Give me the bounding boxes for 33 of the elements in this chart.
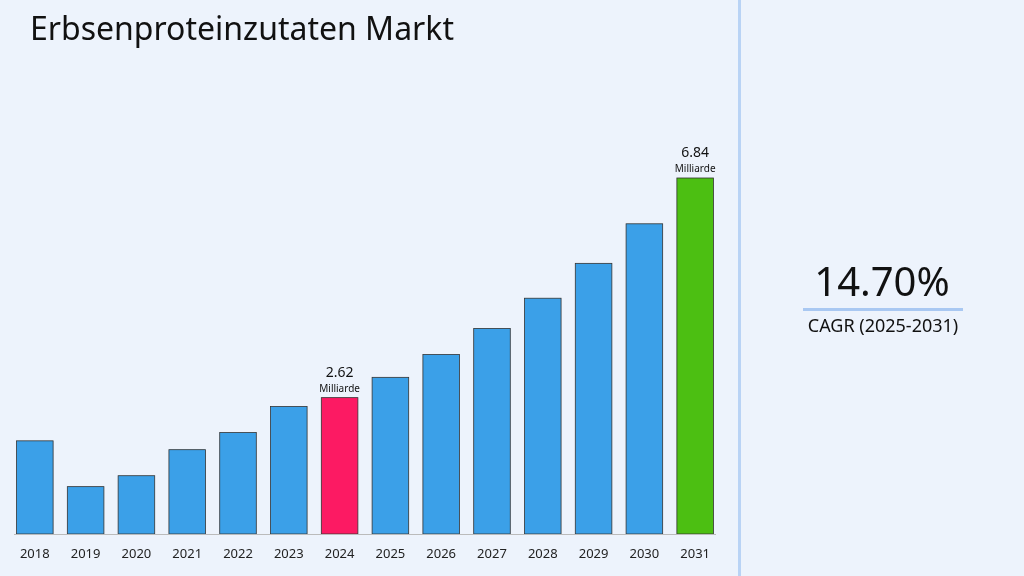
bar [574, 262, 613, 535]
bar [371, 376, 410, 535]
x-tick-label: 2028 [527, 544, 558, 562]
bar [16, 440, 54, 535]
x-tick-label: 2024 [324, 544, 356, 562]
x-tick-label: 2019 [70, 544, 101, 562]
text: 14.70% [814, 253, 950, 308]
text: CAGR (2025-2031) [807, 313, 959, 337]
x-tick-label: 2030 [629, 544, 660, 562]
x-tick-label: 2026 [426, 544, 457, 562]
bar [625, 223, 664, 535]
bar [168, 449, 206, 535]
x-tick-label: 2021 [172, 544, 203, 562]
x-tick-label: 2018 [19, 544, 50, 562]
chart-title: Erbsenproteinzutaten Markt [30, 6, 454, 49]
bar [66, 486, 105, 535]
bar [422, 354, 460, 535]
bar [676, 177, 714, 535]
bar [219, 432, 257, 535]
x-tick-label: 2029 [578, 544, 609, 562]
x-tick-label: 2031 [680, 544, 711, 562]
bar [473, 328, 511, 535]
x-tick-label: 2023 [273, 544, 304, 562]
x-tick-label: 2020 [121, 544, 152, 562]
bar [524, 297, 562, 535]
bar [117, 475, 156, 535]
data-label: 2.62 Milliarde [319, 361, 361, 395]
bar [320, 397, 359, 535]
bar [270, 406, 308, 535]
x-tick-label: 2022 [223, 544, 253, 562]
x-tick-label: 2025 [375, 544, 406, 562]
x-tick-label: 2027 [477, 544, 507, 562]
data-label: 6.84 Milliarde [674, 142, 716, 175]
